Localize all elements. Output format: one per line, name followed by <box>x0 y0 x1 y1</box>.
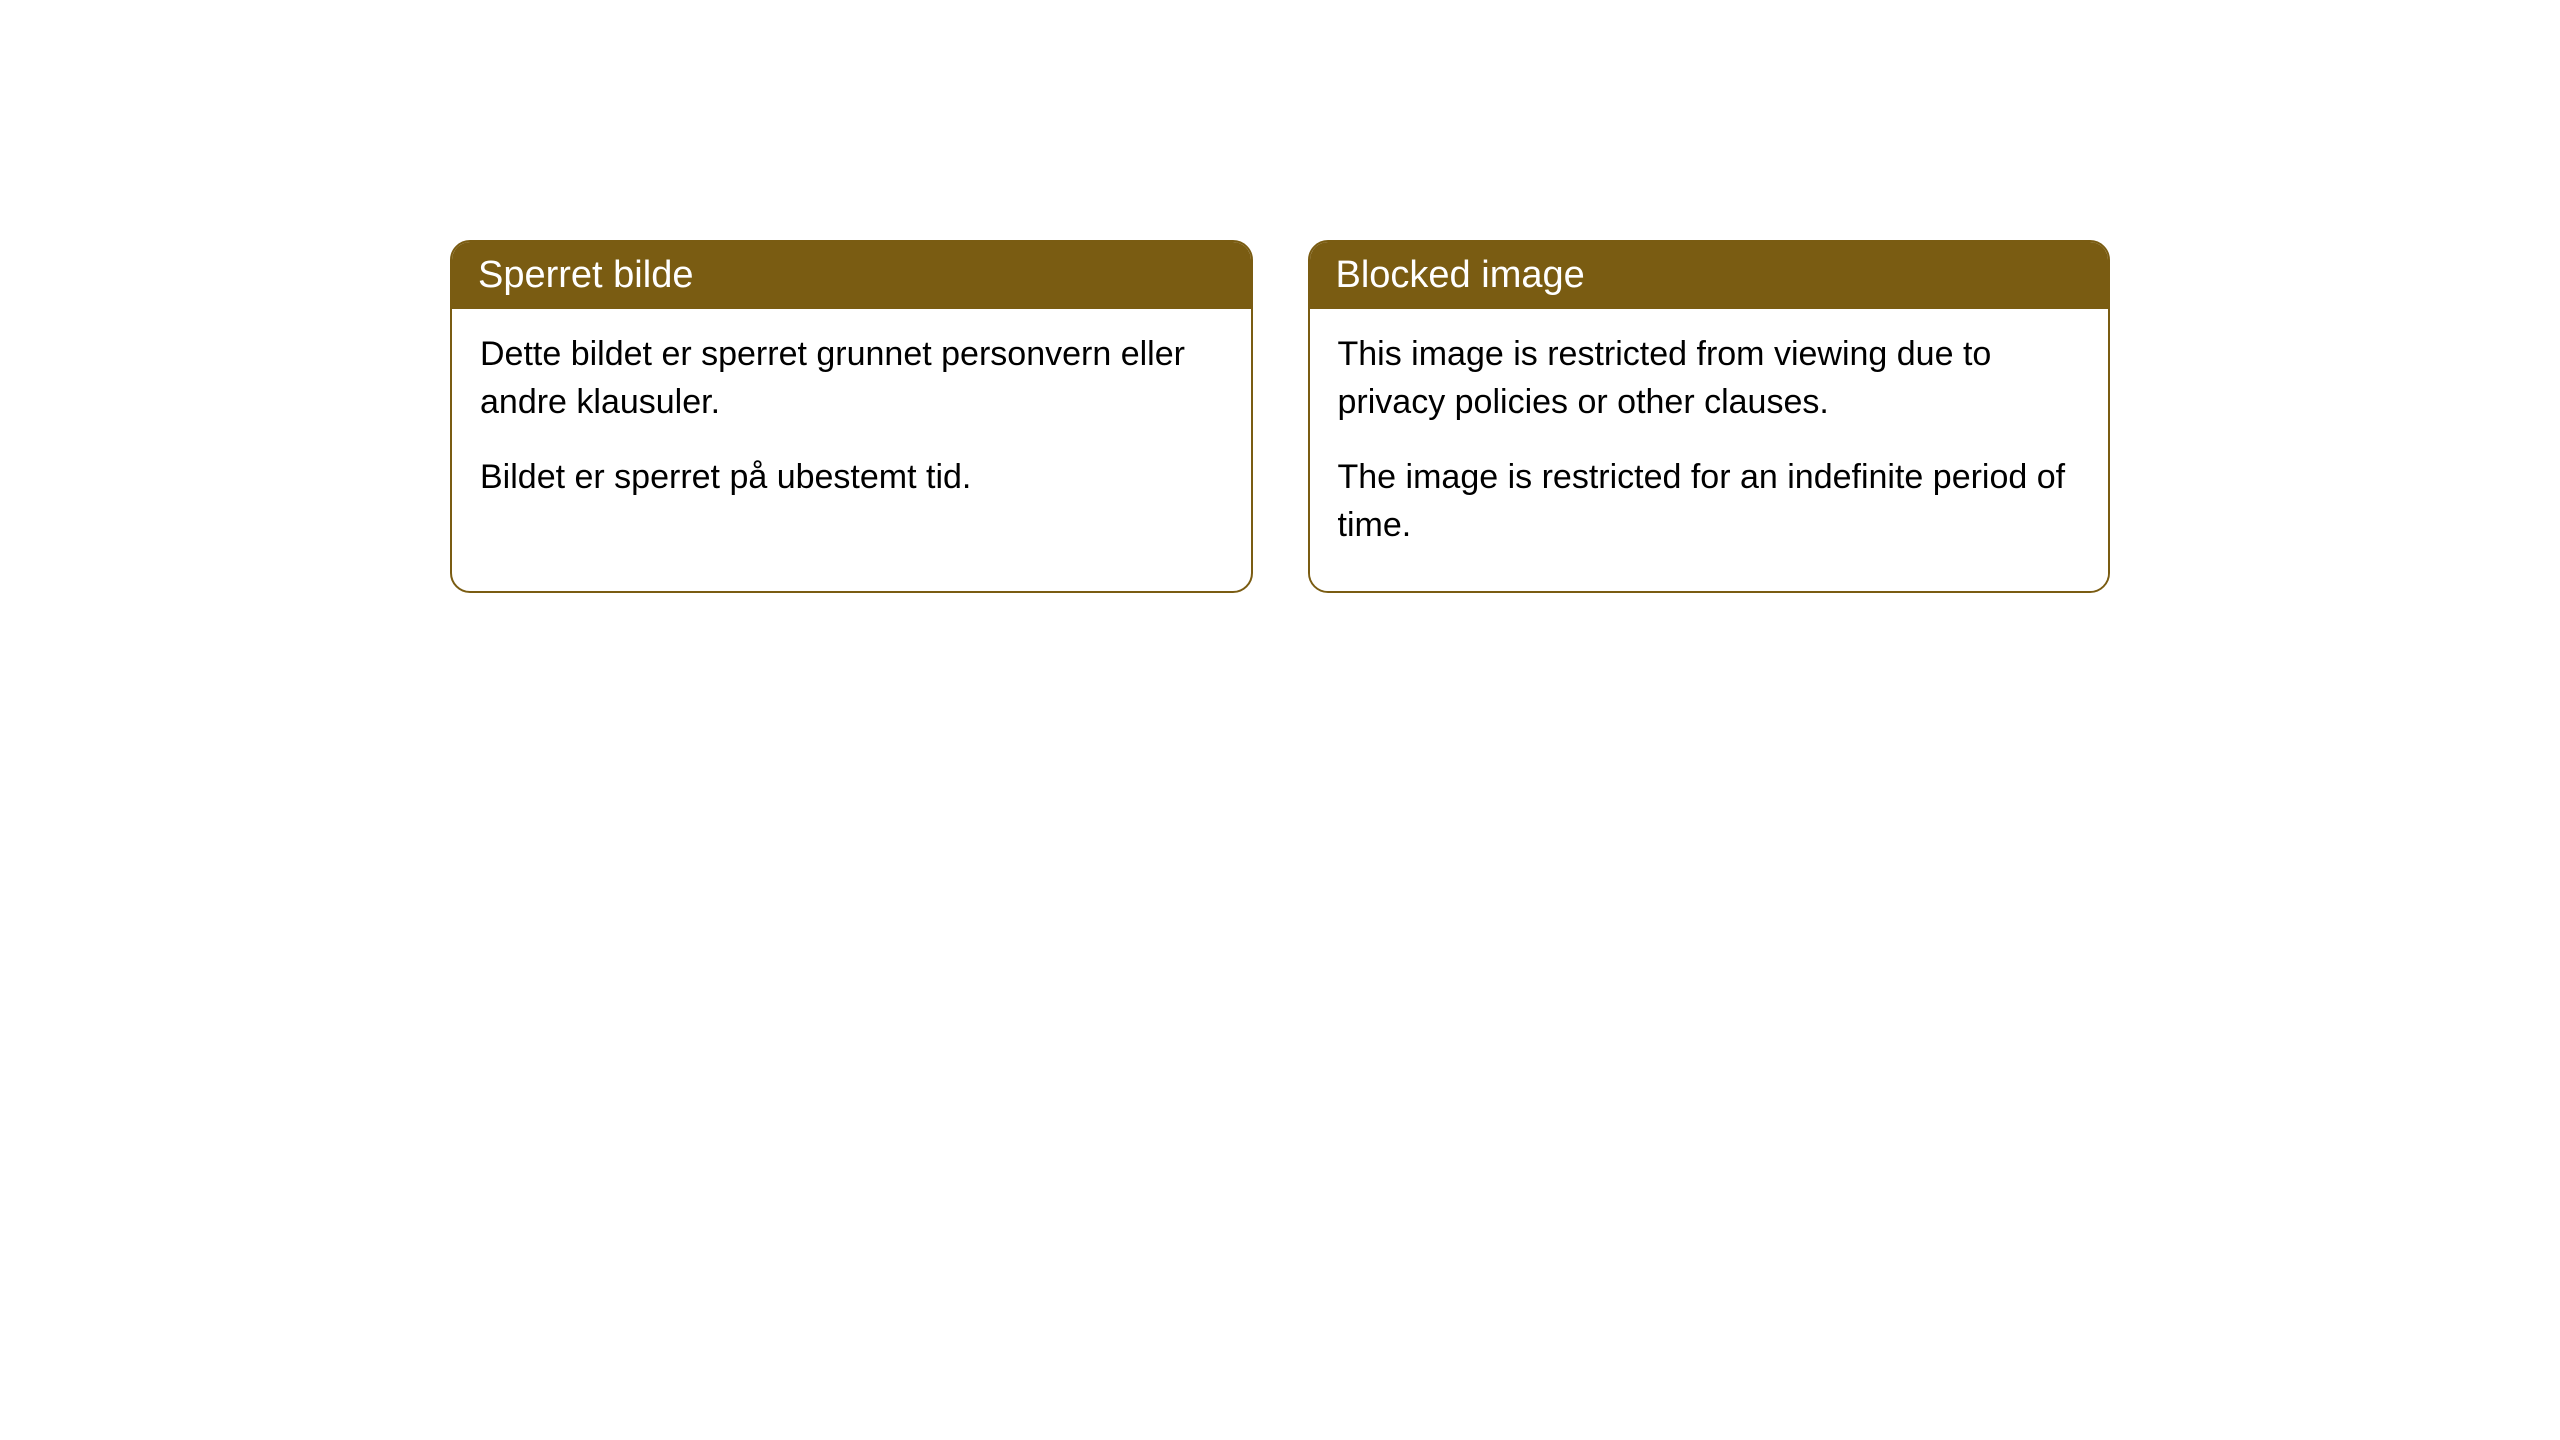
card-paragraph: Bildet er sperret på ubestemt tid. <box>480 454 1223 502</box>
card-body-english: This image is restricted from viewing du… <box>1310 309 2109 591</box>
card-paragraph: Dette bildet er sperret grunnet personve… <box>480 331 1223 426</box>
cards-container: Sperret bilde Dette bildet er sperret gr… <box>450 240 2110 593</box>
card-norwegian: Sperret bilde Dette bildet er sperret gr… <box>450 240 1253 593</box>
card-paragraph: The image is restricted for an indefinit… <box>1338 454 2081 549</box>
card-header-norwegian: Sperret bilde <box>452 242 1251 309</box>
card-english: Blocked image This image is restricted f… <box>1308 240 2111 593</box>
card-body-norwegian: Dette bildet er sperret grunnet personve… <box>452 309 1251 544</box>
card-paragraph: This image is restricted from viewing du… <box>1338 331 2081 426</box>
card-header-english: Blocked image <box>1310 242 2109 309</box>
